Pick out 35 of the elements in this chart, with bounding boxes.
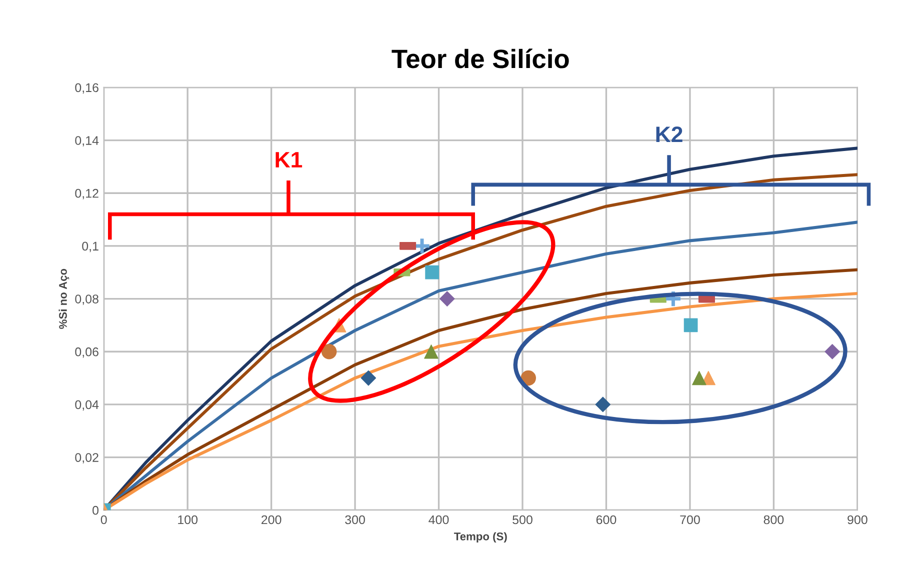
y-tick-label: 0,16	[75, 83, 98, 94]
point	[425, 265, 440, 280]
x-tick-label: 300	[345, 515, 365, 524]
y-tick-label: 0	[92, 506, 98, 515]
point	[692, 370, 706, 386]
y-tick-label: 0,06	[75, 347, 98, 358]
y-tick-label: 0,14	[75, 136, 99, 146]
y-axis-title: %Si no Aço	[58, 268, 70, 329]
x-tick-label: 700	[680, 515, 700, 524]
point	[360, 370, 376, 386]
y-tick-label: 0,02	[75, 453, 98, 464]
point	[321, 344, 337, 360]
point	[684, 318, 698, 332]
point	[424, 344, 438, 359]
point	[595, 396, 611, 412]
point	[440, 291, 455, 306]
x-axis-title: Tempo (S)	[454, 532, 507, 543]
x-tick-label: 800	[764, 515, 784, 524]
annotation: K2	[656, 126, 682, 142]
x-tick-label: 0	[100, 515, 107, 524]
point	[520, 370, 536, 386]
point	[664, 290, 682, 308]
y-tick-label: 0,12	[75, 188, 98, 200]
y-tick-label: 0,08	[75, 294, 98, 305]
y-tick-label: 0,1	[82, 242, 98, 252]
x-tick-label: 400	[428, 515, 449, 524]
x-tick-label: 200	[262, 515, 282, 524]
annotation: K1	[276, 152, 302, 168]
x-tick-label: 600	[596, 515, 616, 524]
point	[824, 344, 840, 360]
chart-title: Teor de Silício	[392, 48, 569, 68]
x-tick-label: 100	[178, 515, 198, 524]
x-tick-label: 500	[512, 515, 532, 524]
x-tick-label: 900	[848, 515, 868, 524]
y-tick-label: 0,04	[75, 400, 99, 411]
